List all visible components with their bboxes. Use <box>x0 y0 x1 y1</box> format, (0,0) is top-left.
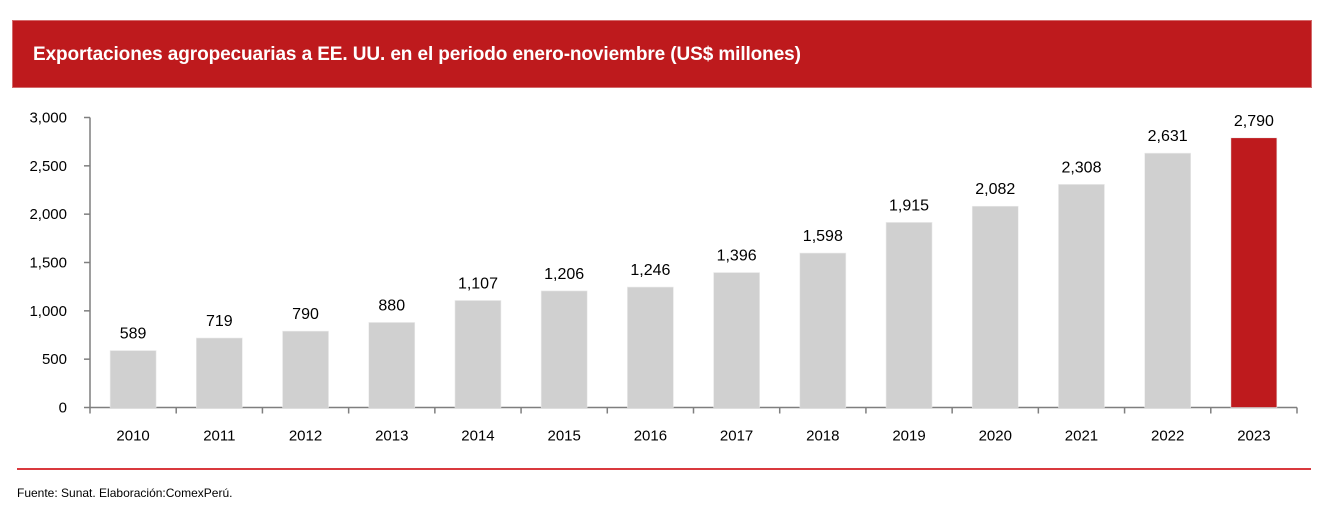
x-tick-label: 2017 <box>720 428 753 445</box>
bar-2022 <box>1144 152 1191 408</box>
x-axis: 2010 2011 2012 2013 2014 2015 2016 2017 2018 2019… <box>89 406 1298 445</box>
data-label-2013: 880 <box>378 297 405 314</box>
footer-divider <box>17 468 1311 470</box>
x-tick-label: 2018 <box>806 428 839 445</box>
x-tick-label: 2010 <box>116 428 149 445</box>
y-tick-label: 2,000 <box>29 206 67 223</box>
x-tick-label: 2011 <box>203 428 235 445</box>
bar-2016 <box>627 286 674 408</box>
x-tick-label: 2015 <box>547 428 580 445</box>
y-tick-label: 500 <box>42 351 67 368</box>
x-tick-label: 2013 <box>375 428 408 445</box>
x-tick-label: 2019 <box>892 428 925 445</box>
x-tick-label: 2021 <box>1065 428 1098 445</box>
source-note: Fuente: Sunat. Elaboración:ComexPerú. <box>17 486 233 500</box>
data-labels: 589 719 790 880 1,107 1,206 1,246 1,396 1,598 1,9… <box>120 113 1274 343</box>
bar-2014 <box>454 300 502 408</box>
data-label-2010: 589 <box>120 326 147 343</box>
x-tick-label: 2023 <box>1237 428 1270 445</box>
data-label-2021: 2,308 <box>1061 159 1101 176</box>
data-label-2017: 1,396 <box>717 248 757 265</box>
bar-2017 <box>713 272 760 408</box>
bar-2021 <box>1058 184 1105 408</box>
x-tick-label: 2012 <box>289 428 322 445</box>
bar-2020 <box>971 205 1019 408</box>
data-label-2022: 2,631 <box>1148 128 1188 145</box>
data-label-2018: 1,598 <box>803 228 843 245</box>
bar-2010 <box>109 350 157 408</box>
data-label-2015: 1,206 <box>544 266 584 283</box>
data-label-2014: 1,107 <box>458 275 498 292</box>
x-tick-label: 2014 <box>461 428 494 445</box>
x-tick-label: 2016 <box>634 428 667 445</box>
y-axis: 0 500 1,000 1,500 2,000 2,500 3,000 <box>29 110 91 417</box>
y-tick-label: 3,000 <box>29 110 67 127</box>
y-tick-label: 2,500 <box>29 158 67 175</box>
chart-title: Exportaciones agropecuarias a EE. UU. en… <box>33 44 801 65</box>
x-tick-label: 2020 <box>979 428 1012 445</box>
x-tick-label: 2022 <box>1151 428 1184 445</box>
bar-2011 <box>196 337 243 408</box>
bar-2012 <box>282 330 329 408</box>
bar-2018 <box>799 252 847 408</box>
y-tick-label: 0 <box>59 400 67 417</box>
data-label-2023: 2,790 <box>1234 113 1274 130</box>
data-label-2016: 1,246 <box>630 262 670 279</box>
title-banner: Exportaciones agropecuarias a EE. UU. en… <box>12 20 1312 88</box>
data-label-2019: 1,915 <box>889 197 929 214</box>
data-label-2020: 2,082 <box>975 181 1015 198</box>
data-label-2011: 719 <box>206 313 233 330</box>
bar-2019 <box>885 222 933 408</box>
data-label-2012: 790 <box>292 306 319 323</box>
bar-2013 <box>368 322 416 408</box>
y-tick-label: 1,000 <box>29 303 67 320</box>
bar-2023 <box>1230 137 1278 408</box>
y-tick-label: 1,500 <box>29 255 67 272</box>
bar-2015 <box>540 290 588 408</box>
bars <box>109 137 1278 408</box>
